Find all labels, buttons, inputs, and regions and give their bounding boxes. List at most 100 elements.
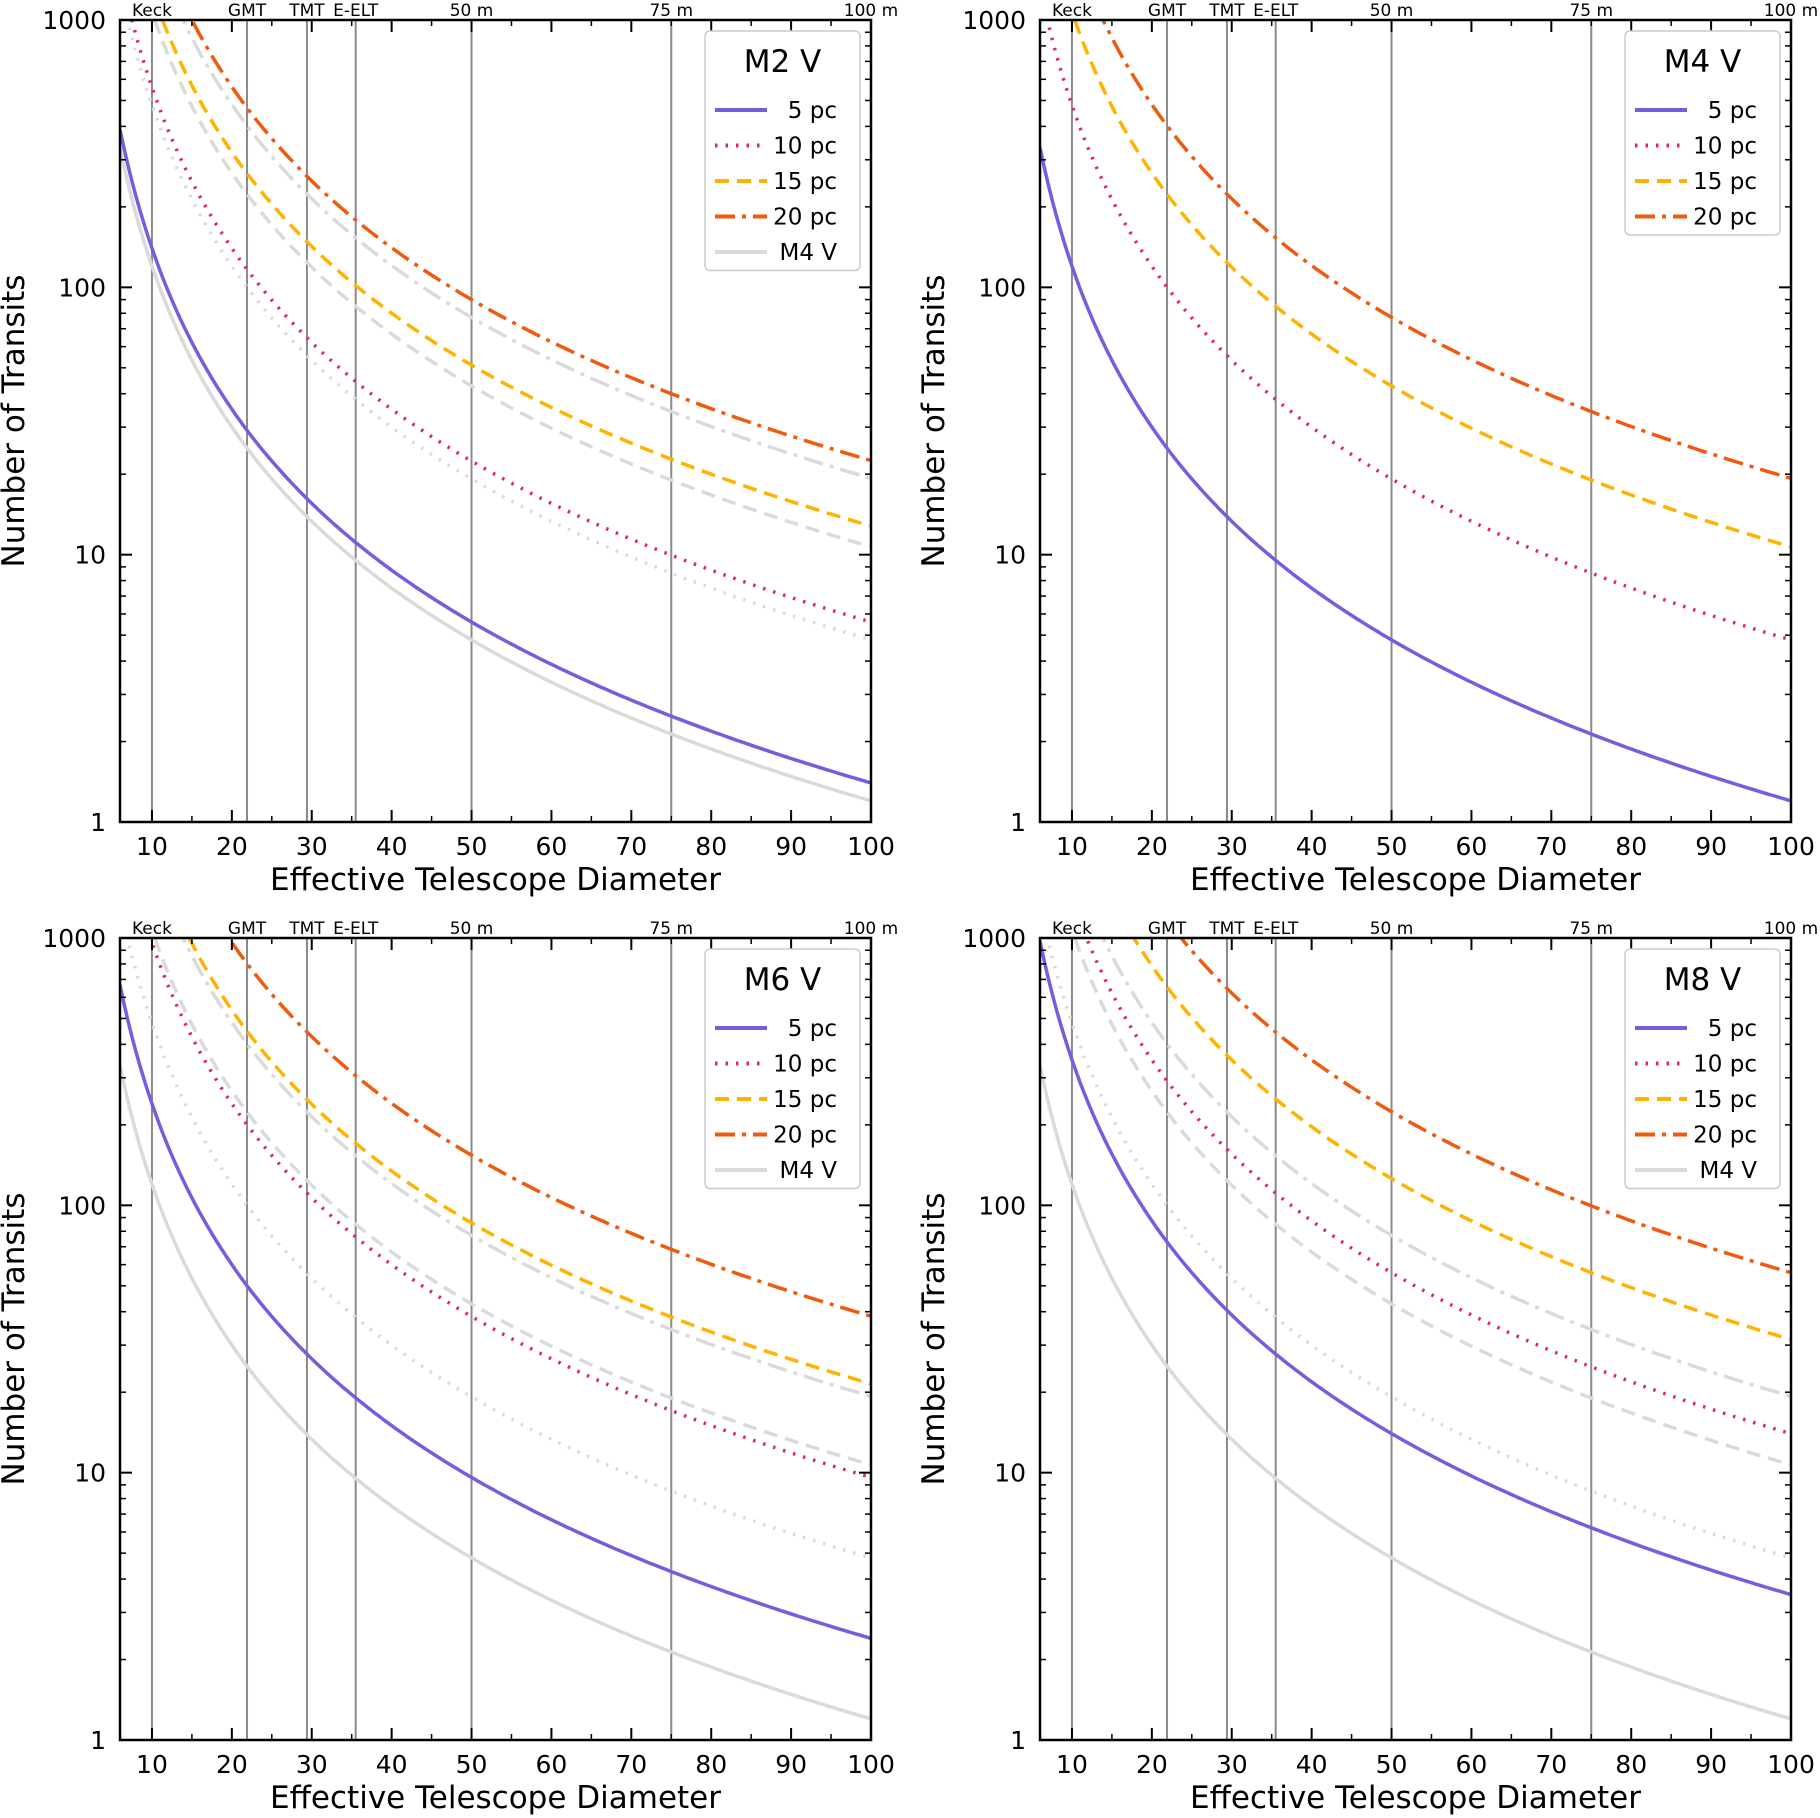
series-curve-20-pc	[226, 938, 871, 1318]
series-curve-20-pc	[1101, 20, 1791, 480]
reference-curve-m4v-solid	[120, 1065, 871, 1721]
x-tick-label: 60	[1456, 1750, 1488, 1779]
x-axis-label: Effective Telescope Diameter	[270, 1780, 721, 1816]
legend-title: M4 V	[1664, 44, 1742, 80]
x-tick-label: 40	[1296, 832, 1328, 861]
x-tick-label: 10	[136, 832, 168, 861]
x-tick-label: 100	[847, 1750, 895, 1779]
x-tick-label: 80	[1615, 832, 1647, 861]
x-axis-label: Effective Telescope Diameter	[1190, 1780, 1641, 1816]
x-tick-label: 30	[296, 832, 328, 861]
x-tick-label: 100	[847, 832, 895, 861]
panel-m4v: Keck GMT TMT E-ELT 50 m 75 m 100 m 10 20 30 40 50 60…	[916, 1, 1818, 898]
legend-label: 10 pc	[773, 134, 837, 160]
series-curve-10-pc	[1084, 938, 1791, 1436]
series-curve-10-pc	[1045, 20, 1791, 642]
legend-label: 15 pc	[773, 169, 837, 195]
reference-curve-m4v-solid	[1040, 1065, 1791, 1721]
legend: M8 V 5 pc 10 pc 15 pc 20 pc M4 V	[1624, 948, 1781, 1190]
y-axis-label: Number of Transits	[916, 1193, 952, 1486]
reference-curve-m4v-dotted	[125, 938, 871, 1560]
legend-label: 5 pc	[788, 98, 837, 124]
panel-m6v: Keck GMT TMT E-ELT 50 m 75 m 100 m 10 20 30 40 50 60…	[0, 919, 898, 1816]
telescope-label: TMT	[1208, 919, 1245, 939]
y-tick-label: 100	[58, 1191, 106, 1220]
y-tick-label: 1	[1010, 1726, 1026, 1755]
x-tick-label: 90	[775, 832, 807, 861]
legend-label: M4 V	[779, 1158, 837, 1184]
x-tick-label: 40	[376, 1750, 408, 1779]
x-tick-label: 100	[1767, 1750, 1815, 1779]
telescope-label: Keck	[1052, 1, 1092, 21]
legend-box	[704, 948, 861, 1190]
plot-frame	[118, 936, 873, 1742]
legend-label: 15 pc	[1693, 1087, 1757, 1113]
legend-title: M8 V	[1664, 962, 1742, 998]
x-tick-label: 80	[1615, 1750, 1647, 1779]
x-tick-label: 30	[1216, 1750, 1248, 1779]
telescope-label: GMT	[228, 919, 267, 939]
telescope-label: 50 m	[450, 1, 494, 21]
telescope-label: E-ELT	[1253, 919, 1299, 939]
x-tick-label: 70	[615, 832, 647, 861]
telescope-label: 50 m	[450, 919, 494, 939]
curves	[120, 20, 871, 803]
legend-label: M4 V	[779, 240, 837, 266]
legend-label: 20 pc	[1693, 205, 1757, 231]
legend-label: 10 pc	[1693, 134, 1757, 160]
reference-curve-m4v-dashed	[1072, 938, 1791, 1467]
reference-curve-m4v-dashed	[152, 938, 871, 1467]
curves	[1040, 938, 1791, 1721]
legend-label: 20 pc	[773, 205, 837, 231]
x-tick-label: 60	[536, 832, 568, 861]
telescope-label: E-ELT	[1253, 1, 1299, 21]
x-tick-label: 60	[1456, 832, 1488, 861]
legend-title: M2 V	[744, 44, 822, 80]
x-tick-label: 50	[456, 1750, 488, 1779]
telescope-label: 75 m	[649, 919, 693, 939]
legend-box	[1624, 30, 1781, 236]
legend-label: 5 pc	[1708, 1016, 1757, 1042]
panel-m2v: Keck GMT TMT E-ELT 50 m 75 m 100 m 10 20 30 40 50 60…	[0, 1, 898, 898]
telescope-label: 100 m	[1764, 919, 1818, 939]
legend-label: 10 pc	[773, 1052, 837, 1078]
x-tick-label: 70	[1535, 1750, 1567, 1779]
x-tick-label: 50	[1376, 832, 1408, 861]
legend-title: M6 V	[744, 962, 822, 998]
series-curve-15-pc	[1131, 938, 1791, 1342]
telescope-label: GMT	[1148, 919, 1187, 939]
telescope-label: E-ELT	[333, 1, 379, 21]
x-tick-label: 20	[1136, 1750, 1168, 1779]
reference-curve-m4v-dotted	[125, 20, 871, 642]
y-axis-label: Number of Transits	[0, 1193, 32, 1486]
series-curve-5-pc	[120, 984, 871, 1641]
x-tick-label: 20	[216, 832, 248, 861]
x-tick-label: 70	[615, 1750, 647, 1779]
x-tick-label: 40	[376, 832, 408, 861]
series-curve-15-pc	[160, 20, 871, 528]
x-tick-label: 80	[695, 1750, 727, 1779]
y-tick-label: 10	[74, 1459, 106, 1488]
y-tick-label: 1000	[962, 6, 1026, 35]
x-tick-label: 90	[1695, 1750, 1727, 1779]
reference-curve-m4v-dashed	[152, 20, 871, 549]
x-axis-label: Effective Telescope Diameter	[1190, 862, 1641, 898]
y-tick-label: 1	[1010, 808, 1026, 837]
reference-curve-m4v-dotted	[1045, 938, 1791, 1560]
telescope-label: GMT	[228, 1, 267, 21]
telescope-label: 100 m	[844, 1, 898, 21]
y-axis-label: Number of Transits	[916, 275, 952, 568]
x-tick-label: 20	[216, 1750, 248, 1779]
x-axis-label: Effective Telescope Diameter	[270, 862, 721, 898]
telescope-label: Keck	[132, 919, 172, 939]
y-tick-label: 100	[978, 1191, 1026, 1220]
legend-label: 15 pc	[1693, 169, 1757, 195]
series-curve-15-pc	[1072, 20, 1791, 549]
telescope-markers: Keck GMT TMT E-ELT 50 m 75 m 100 m	[132, 1, 898, 822]
telescope-label: TMT	[1208, 1, 1245, 21]
x-tick-label: 40	[1296, 1750, 1328, 1779]
legend-label: 20 pc	[773, 1123, 837, 1149]
x-tick-label: 50	[1376, 1750, 1408, 1779]
